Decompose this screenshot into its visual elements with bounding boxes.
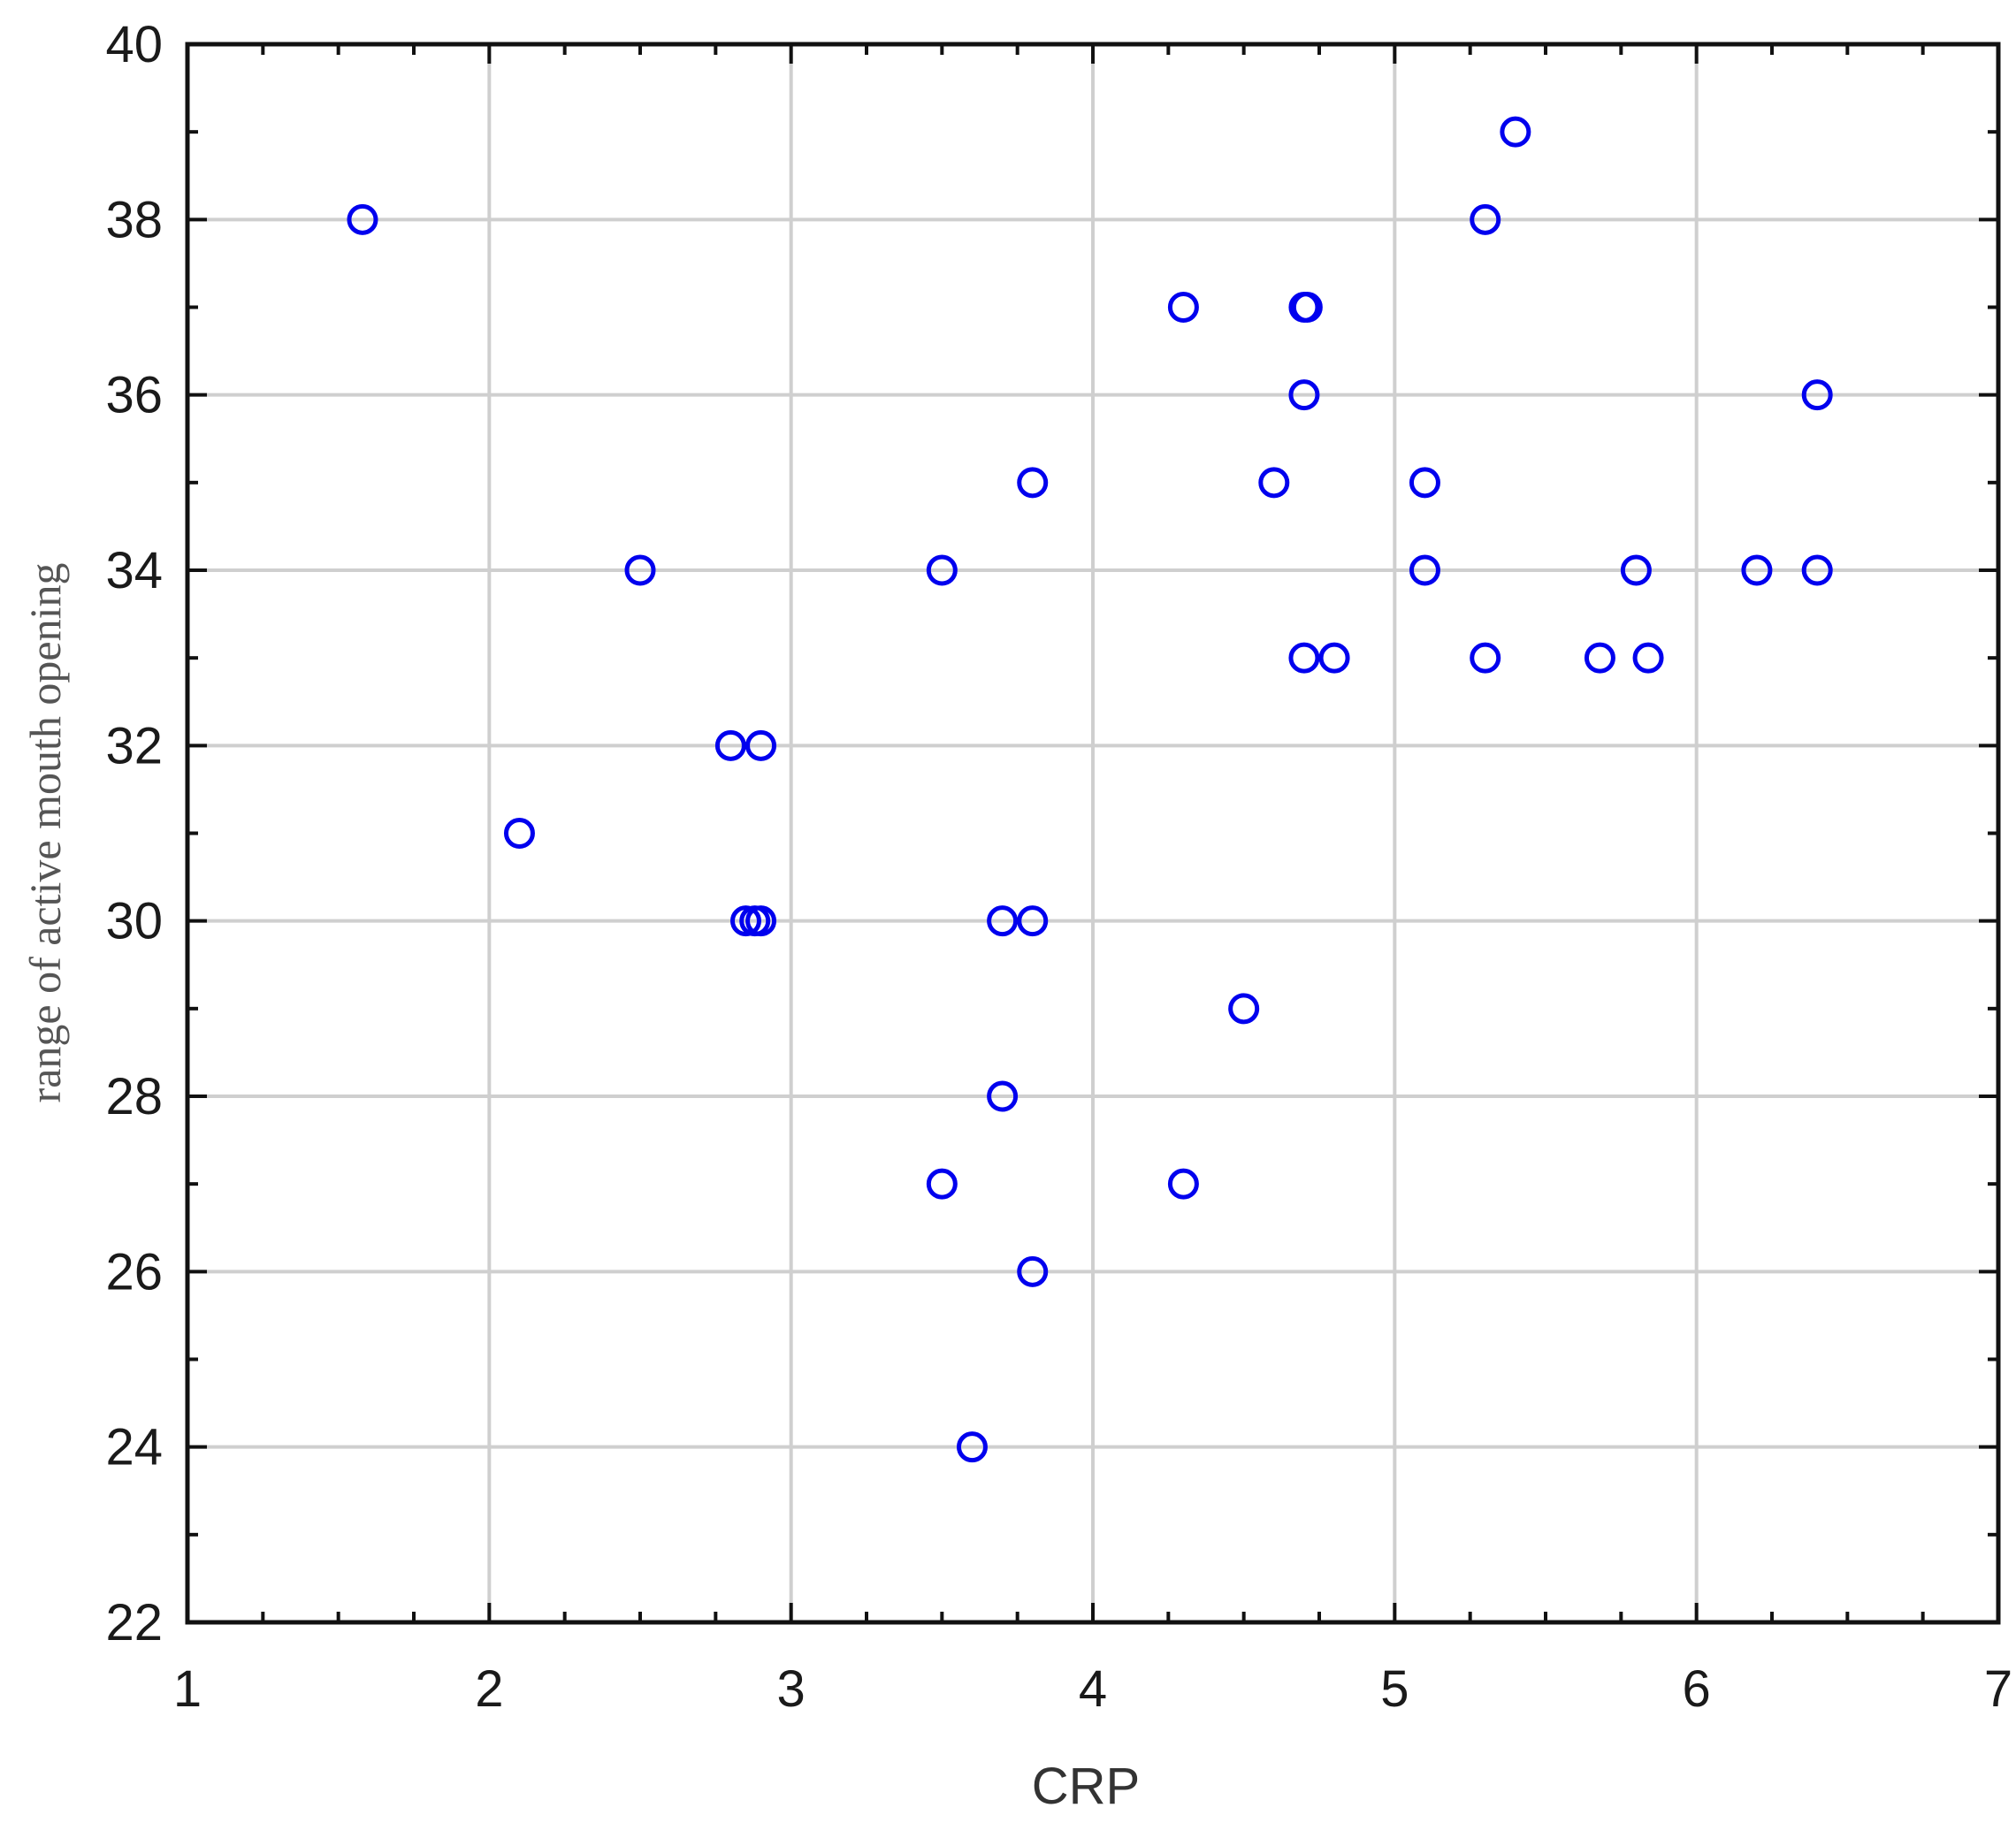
data-point	[1318, 642, 1350, 674]
data-point	[745, 905, 777, 937]
data-point	[745, 729, 777, 761]
data-point	[1017, 467, 1049, 499]
y-tick-label: 32	[105, 717, 163, 774]
data-point	[1017, 905, 1049, 937]
data-point	[1632, 642, 1664, 674]
data-point	[1409, 467, 1440, 499]
data-point	[503, 818, 535, 849]
data-point	[1288, 642, 1320, 674]
x-tick-label: 4	[1079, 1660, 1107, 1718]
data-point	[1167, 292, 1199, 323]
data-point	[1291, 292, 1323, 323]
y-tick-label: 28	[105, 1068, 163, 1125]
y-tick-label: 36	[105, 367, 163, 424]
y-tick-label: 26	[105, 1243, 163, 1301]
x-tick-label: 1	[173, 1660, 202, 1718]
data-point	[987, 905, 1019, 937]
x-tick-label: 2	[475, 1660, 503, 1718]
data-point	[1470, 642, 1501, 674]
data-point	[987, 1080, 1019, 1112]
data-points	[347, 116, 1833, 1463]
data-point	[1228, 993, 1260, 1025]
data-point	[1801, 554, 1833, 586]
x-tick-label: 3	[777, 1660, 806, 1718]
data-point	[347, 203, 378, 235]
data-point	[926, 554, 958, 586]
data-point	[1741, 554, 1773, 586]
data-point	[1500, 116, 1531, 148]
axis-ticks	[186, 42, 2000, 1624]
grid-lines	[187, 44, 1998, 1622]
data-point	[1620, 554, 1652, 586]
data-point	[1801, 379, 1833, 411]
x-axis-title: CRP	[1032, 1758, 1140, 1815]
x-tick-label: 5	[1380, 1660, 1409, 1718]
data-point	[624, 554, 656, 586]
data-point	[1288, 379, 1320, 411]
y-tick-label: 22	[105, 1594, 163, 1651]
y-tick-label: 34	[105, 542, 163, 599]
data-point	[714, 729, 746, 761]
data-point	[956, 1431, 988, 1463]
y-axis-title: range of active mouth opening	[20, 563, 70, 1103]
data-point	[1258, 467, 1290, 499]
data-point	[1017, 1255, 1049, 1287]
y-tick-label: 38	[105, 191, 163, 248]
data-point	[1409, 554, 1440, 586]
data-point	[729, 905, 761, 937]
y-tick-label: 24	[105, 1419, 163, 1476]
y-axis-tick-labels: 22 24 26 28 30 32 34 36 38 40	[105, 16, 163, 1651]
data-point	[1584, 642, 1615, 674]
data-point	[1167, 1168, 1199, 1200]
y-tick-label: 30	[105, 893, 163, 950]
y-tick-label: 40	[105, 16, 163, 73]
data-point	[1470, 203, 1501, 235]
data-point	[926, 1168, 958, 1200]
x-tick-label: 7	[1984, 1660, 2012, 1718]
x-tick-label: 6	[1683, 1660, 1711, 1718]
x-axis-tick-labels: 1 2 3 4 5 6 7	[173, 1660, 2012, 1718]
